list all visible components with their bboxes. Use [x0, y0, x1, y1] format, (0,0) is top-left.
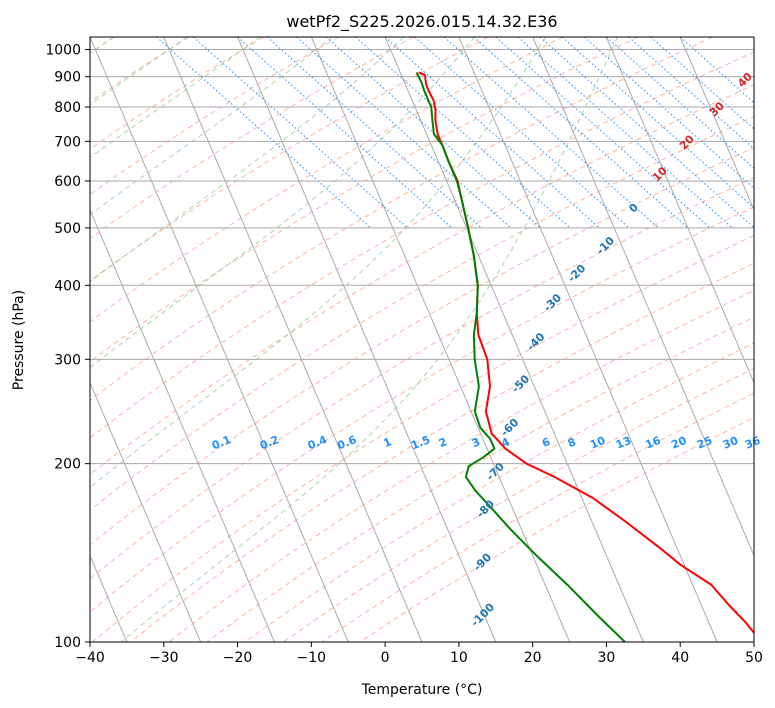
isotherm-line — [310, 37, 571, 642]
isotherm-line — [532, 37, 754, 557]
isotherm-line — [458, 37, 718, 642]
dry-adiabat-line — [321, 392, 754, 642]
y-tick-label: 200 — [54, 457, 81, 473]
x-tick-label: 50 — [745, 650, 763, 666]
dry-adiabat-line — [90, 51, 754, 439]
isotherm-line — [679, 37, 754, 212]
x-axis-ticks: −40 −30 −20 −10 0 10 20 30 40 50 — [75, 642, 763, 666]
x-tick-label: −20 — [223, 650, 253, 666]
isotherm-line — [163, 37, 423, 642]
isotherm-line — [384, 37, 644, 642]
sounding-profile — [415, 71, 754, 642]
x-tick-label: 20 — [524, 650, 542, 666]
plot-frame — [89, 36, 755, 643]
dry-adiabat-line — [90, 146, 754, 546]
x-tick-label: 40 — [671, 650, 689, 666]
dry-adiabat-line — [90, 37, 564, 323]
isotherm-line — [237, 37, 497, 642]
dry-adiabat-line — [90, 37, 489, 282]
mixing-ratio-label: 30 — [721, 434, 740, 452]
isotherm-line — [90, 37, 349, 642]
dry-adiabat-line — [90, 206, 754, 613]
y-axis-ticks: 100 200 300 400 500 600 700 800 900 1000 — [45, 43, 90, 651]
moist-adiabat-line — [90, 37, 261, 159]
dry-adiabat-line — [130, 262, 754, 642]
x-tick-label: −30 — [149, 650, 179, 666]
y-axis-label: Pressure (hPa) — [11, 290, 27, 390]
moist-adiabat-line — [120, 37, 618, 642]
moist-adiabat-line — [90, 37, 547, 488]
x-tick-label: −10 — [297, 650, 327, 666]
mixing-ratio-label: 8 — [566, 435, 578, 450]
y-tick-label: 900 — [54, 70, 81, 86]
y-tick-label: 100 — [54, 635, 81, 651]
isotherm-line — [605, 37, 754, 384]
y-tick-label: 1000 — [45, 43, 81, 59]
isotherm-line — [90, 381, 202, 642]
mixing-ratio-label: 13 — [614, 434, 633, 452]
mixing-ratio-label: 20 — [669, 434, 688, 452]
dry-adiabat-line — [283, 367, 754, 642]
y-tick-label: 500 — [54, 221, 81, 237]
dewpoint-line — [415, 71, 626, 642]
x-tick-label: −40 — [75, 650, 105, 666]
x-tick-label: 10 — [450, 650, 468, 666]
background-lines — [90, 37, 754, 642]
chart-title: wetPf2_S225.2026.015.14.32.E36 — [286, 12, 557, 32]
y-tick-label: 400 — [54, 278, 81, 294]
dry-adiabat-line — [90, 84, 754, 476]
y-tick-label: 600 — [54, 174, 81, 190]
x-tick-label: 0 — [381, 650, 390, 666]
y-tick-label: 300 — [54, 352, 81, 368]
mixing-ratio-label: 3 — [470, 435, 482, 450]
mixing-ratio-label: 2 — [437, 435, 449, 450]
y-tick-label: 800 — [54, 100, 81, 116]
mixing-ratio-label: 25 — [695, 434, 714, 452]
mixing-ratio-label: 36 — [743, 434, 762, 452]
mixing-ratio-label: 1 — [382, 435, 394, 450]
x-axis-label: Temperature (°C) — [361, 682, 483, 698]
dry-adiabat-line — [90, 37, 339, 196]
mixing-ratio-label: 10 — [588, 434, 607, 452]
isotherm-line — [90, 208, 275, 642]
dry-adiabat-line — [206, 316, 754, 642]
x-tick-label: 30 — [598, 650, 616, 666]
mixing-ratio-label: 16 — [644, 434, 663, 452]
y-tick-label: 700 — [54, 134, 81, 150]
